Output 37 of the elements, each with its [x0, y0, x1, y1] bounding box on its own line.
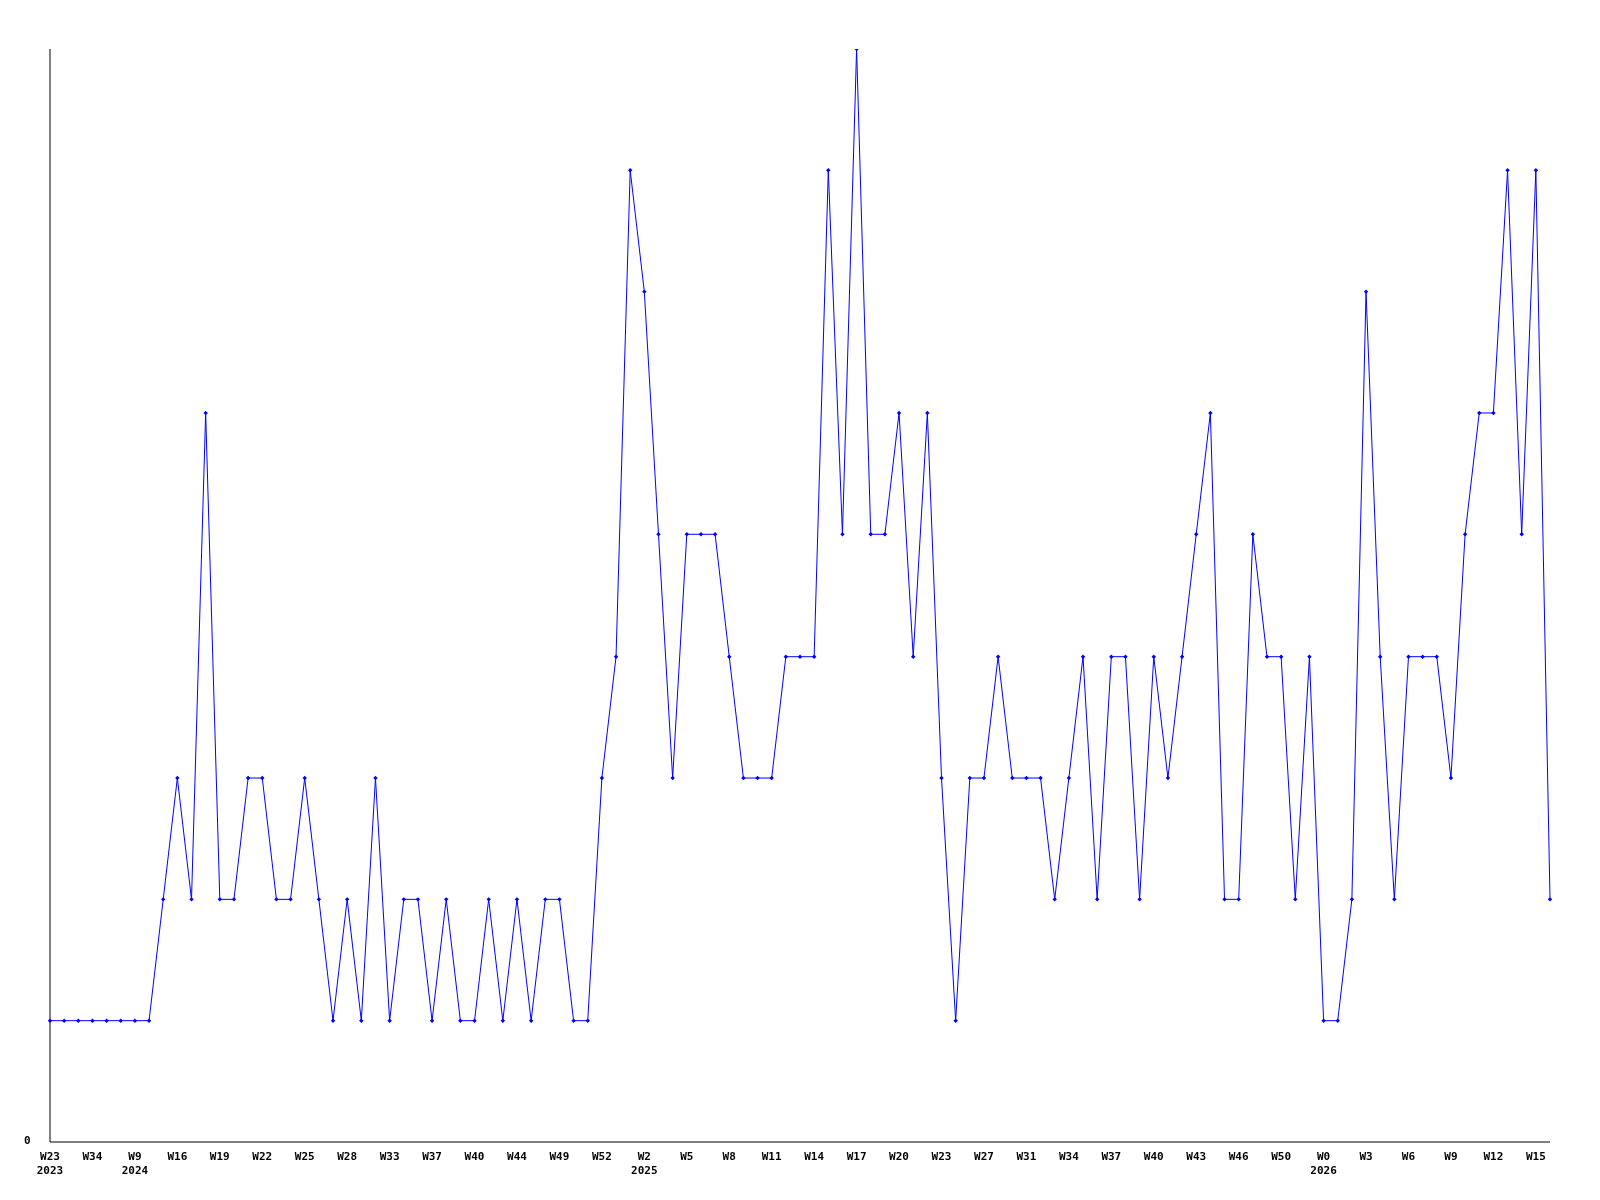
- x-tick-label: W50: [1271, 1150, 1292, 1163]
- x-tick-label: W15: [1525, 1150, 1546, 1163]
- x-tick-label: W52: [591, 1150, 612, 1163]
- x-tick-label: W43: [1186, 1150, 1207, 1163]
- x-tick-label: W12: [1483, 1150, 1504, 1163]
- x-tick-label: W33: [379, 1150, 400, 1163]
- x-tick-label: W8: [722, 1150, 736, 1163]
- x-tick-label: W31: [1016, 1150, 1037, 1163]
- x-tick-label: W9 2024: [121, 1150, 149, 1177]
- x-tick-label: W9: [1444, 1150, 1458, 1163]
- x-tick-label: W28: [337, 1150, 358, 1163]
- x-tick-label: W49: [549, 1150, 570, 1163]
- x-tick-label: W5: [680, 1150, 694, 1163]
- x-tick-label: W16: [167, 1150, 188, 1163]
- x-tick-label: W19: [209, 1150, 230, 1163]
- text: 0: [24, 1134, 31, 1147]
- x-tick-label: W0 2026: [1310, 1150, 1338, 1177]
- x-tick-label: W34: [82, 1150, 103, 1163]
- x-tick-label: W44: [507, 1150, 528, 1163]
- x-tick-label: W17: [846, 1150, 867, 1163]
- x-tick-label: W22: [252, 1150, 273, 1163]
- x-tick-label: W14: [804, 1150, 825, 1163]
- x-tick-label: W23: [931, 1150, 952, 1163]
- x-tick-label: W23 2023: [36, 1150, 64, 1177]
- x-tick-label: W2 2025: [631, 1150, 658, 1177]
- x-tick-label: W46: [1228, 1150, 1249, 1163]
- x-tick-label: W40: [464, 1150, 485, 1163]
- x-tick-label: W37: [422, 1150, 443, 1163]
- x-tick-label: W40: [1143, 1150, 1164, 1163]
- x-tick-label: W34: [1058, 1150, 1080, 1163]
- x-tick-label: W3: [1359, 1150, 1373, 1163]
- x-tick-label: W25: [294, 1150, 315, 1163]
- x-tick-label: W11: [761, 1150, 783, 1163]
- x-tick-label: W37: [1101, 1150, 1122, 1163]
- x-tick-label: W27: [974, 1150, 994, 1163]
- x-tick-label: W6: [1401, 1150, 1416, 1163]
- x-tick-label: W20: [889, 1150, 909, 1163]
